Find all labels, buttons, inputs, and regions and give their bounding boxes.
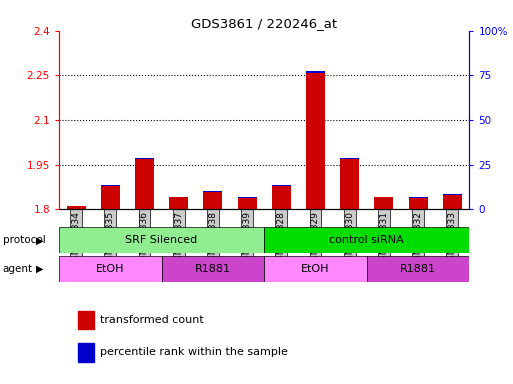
Bar xyxy=(135,159,154,209)
Bar xyxy=(443,194,462,209)
Bar xyxy=(162,256,264,282)
Bar xyxy=(264,227,469,253)
Bar xyxy=(78,311,93,329)
Bar xyxy=(367,256,469,282)
Text: agent: agent xyxy=(3,264,33,274)
Bar xyxy=(264,256,367,282)
Bar xyxy=(169,197,188,209)
Bar xyxy=(59,256,162,282)
Text: percentile rank within the sample: percentile rank within the sample xyxy=(101,347,288,357)
Text: R1881: R1881 xyxy=(195,264,231,274)
Bar xyxy=(374,197,393,209)
Text: control siRNA: control siRNA xyxy=(329,235,404,245)
Bar xyxy=(59,227,264,253)
Bar xyxy=(238,197,256,209)
Bar xyxy=(78,343,93,362)
Bar xyxy=(101,185,120,209)
Text: protocol: protocol xyxy=(3,235,45,245)
Text: transformed count: transformed count xyxy=(101,315,204,325)
Text: SRF Silenced: SRF Silenced xyxy=(126,235,198,245)
Bar xyxy=(409,197,427,209)
Bar xyxy=(101,185,120,186)
Text: EtOH: EtOH xyxy=(96,264,125,274)
Text: R1881: R1881 xyxy=(400,264,436,274)
Bar xyxy=(340,159,359,209)
Text: EtOH: EtOH xyxy=(301,264,330,274)
Text: ▶: ▶ xyxy=(36,264,44,274)
Bar xyxy=(272,185,291,209)
Text: ▶: ▶ xyxy=(36,235,44,245)
Title: GDS3861 / 220246_at: GDS3861 / 220246_at xyxy=(191,17,337,30)
Bar xyxy=(306,71,325,73)
Bar xyxy=(204,192,222,209)
Bar xyxy=(67,206,86,209)
Bar xyxy=(272,185,291,186)
Bar xyxy=(306,73,325,209)
